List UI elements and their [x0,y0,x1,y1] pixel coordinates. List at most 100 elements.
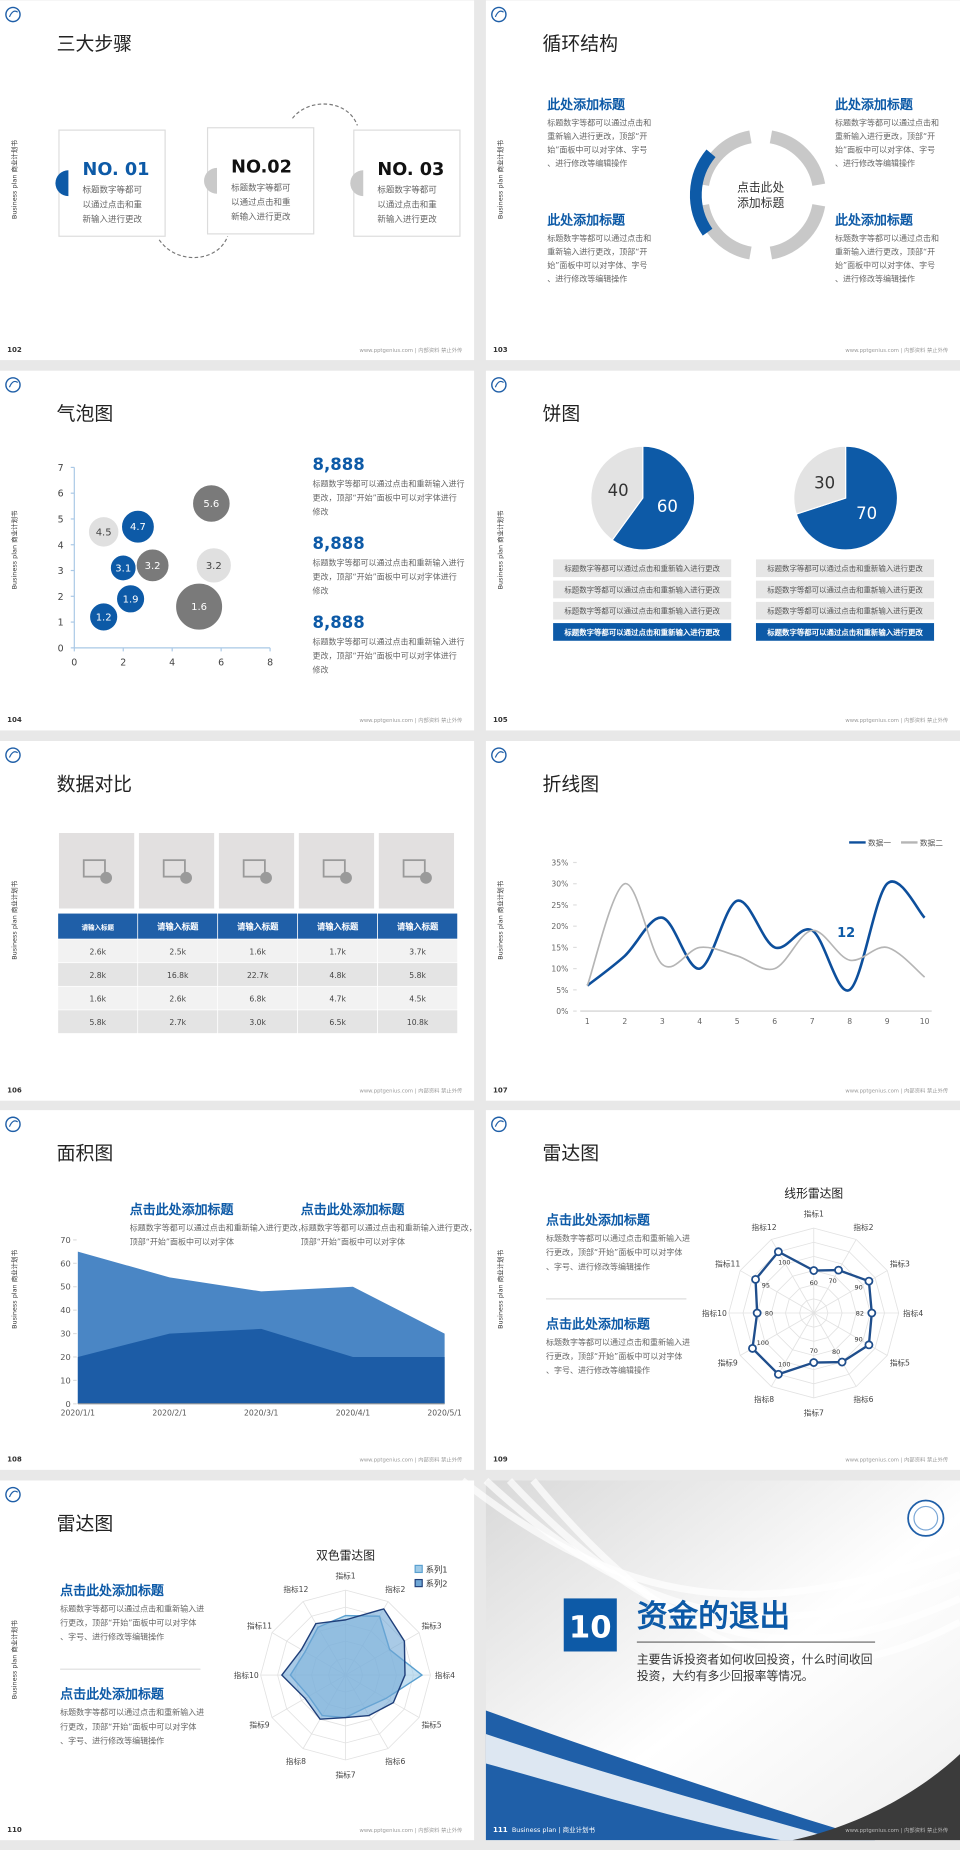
text-line: 、字号、进行修改等编辑操作 [60,1632,164,1642]
x-tick-label: 10 [920,1017,930,1026]
text-line: 标题数字等都可 [83,185,143,196]
value-label: 70 [828,1277,836,1285]
body-text: 标题数字等都可以通过点击和重新输入进行更改， 顶部“开始”面板中可以对字体 [301,1222,477,1246]
page-number: 110 [7,1825,22,1834]
blue-wave [485,1710,876,1841]
footer-note: www.pptgenius.com | 内部资料 禁止外传 [845,1826,948,1834]
item-title: 点击此处添加标题 [301,1202,405,1218]
text-line: 重新输入进行更改，顶部“开 [547,131,647,141]
x-tick-label: 9 [885,1017,890,1026]
category-label: 指标12 [752,1222,777,1232]
cell-text: 3.7k [409,947,426,956]
body-text: 标题数字等都可以通过点击和重新输入进行更改，顶部“开始”面板中可以对字体、字号、… [60,1707,204,1745]
radar-point [834,1265,843,1275]
step-number: NO. 03 [377,160,444,180]
text-line: 标题数字等都可 [231,182,291,193]
slide-bg [485,0,960,361]
y-tick-label: 10% [551,965,568,974]
side-label: Business plan 商业计划书 [495,510,504,589]
x-tick-label: 2020/5/1 [427,1409,462,1418]
bubble-label: 3.2 [206,561,222,572]
image-icon [242,859,266,878]
text-line: 更改，顶部“开始”面板中可以对字体进行 [313,650,457,660]
text-line: 标题数字等都可 [377,185,437,196]
cell-text: 4.8k [329,971,346,980]
table-cell [377,1009,458,1034]
value-label: 95 [762,1282,770,1290]
x-tick-label: 2020/1/1 [61,1409,96,1418]
text-line: 、进行修改等编辑操作 [547,158,627,168]
dark-wave [792,1754,960,1841]
value-label: 90 [855,1335,863,1343]
y-tick-label: 4 [58,540,64,551]
slide: Business plan 商业计划书 109 www.pptgenius.com … [485,1110,960,1470]
x-tick-label: 4 [697,1017,702,1026]
pie-slice [793,445,847,515]
list-text: 标题数字等都可以通过点击和重新输入进行更改 [564,584,720,594]
body-text: 标题数字等都可以通过点击和重新输入进行更改 [377,185,437,225]
annotation: 12 [837,926,855,941]
chart-title: 线形雷达图 [784,1186,843,1200]
category-label: 指标10 [234,1670,259,1680]
category-label: 指标3 [421,1620,441,1630]
cell-text: 22.7k [247,971,269,980]
text-line: 、字号、进行修改等编辑操作 [546,1261,650,1271]
body-text: 标题数字等都可以通过点击和重新输入进行更改，顶部“开始”面板中可以对字体、字号、… [547,117,651,168]
footer-note: www.pptgenius.com | 内部资料 禁止外传 [845,1086,948,1094]
step-tab [350,170,364,197]
step-number: NO. 01 [83,160,150,180]
page-number: 111 [493,1825,508,1834]
y-tick-label: 7 [58,463,64,474]
cell-text: 10.8k [407,1018,429,1027]
logo-mark [8,10,19,18]
slide: Business plan 商业计划书 106 www.pptgenius.com … [0,741,475,1101]
body-text: 标题数字等都可以通过点击和重新输入进行更改，顶部“开始”面板中可以对字体进行修改 [313,557,465,595]
radar-point [864,1276,874,1286]
text-line: 投资，大约有多少回报率等情况。 [637,1669,814,1683]
y-tick-label: 30 [60,1329,71,1339]
logo [491,377,507,393]
slide: Business plan 商业计划书 103 www.pptgenius.com … [485,0,960,361]
text-line: 标题数字等都可以通过点击和重新输入进行更改， [301,1222,477,1232]
text-line: 重新输入进行更改，顶部“开 [547,247,647,257]
cell-text: 4.5k [409,995,426,1004]
y-tick-label: 20% [551,922,568,931]
text-line: 标题数字等都可以通过点击和 [835,117,939,127]
category-label: 指标2 [385,1584,405,1594]
radar-point [837,1357,847,1367]
text-line: 行更改，顶部“开始”面板中可以对字体 [546,1247,682,1257]
image-icon-plus [260,871,272,884]
bubble-label: 4.5 [96,527,112,538]
bubble [191,484,231,523]
y-tick-label: 30% [551,880,568,889]
swoosh [460,1477,960,1598]
item-title: 点击此处添加标题 [546,1316,650,1332]
logo [491,6,507,23]
cell-text: 2.6k [169,995,186,1004]
category-label: 指标3 [890,1258,910,1268]
side-label: Business plan 商业计划书 [10,1249,19,1328]
x-tick-label: 2 [622,1017,627,1026]
x-tick-label: 6 [218,658,224,669]
y-tick-label: 0 [58,643,64,654]
text-line: 重新输入进行更改，顶部“开 [835,247,935,257]
x-tick-label: 8 [267,658,273,669]
legend-label: 系列1 [426,1564,448,1574]
header-text: 请输入标题 [157,922,199,932]
bubble [120,509,156,544]
cell-text: 1.6k [89,995,106,1004]
text-line: 顶部“开始”面板中可以对字体 [130,1237,234,1247]
logo [491,747,507,763]
text-line: 修改 [313,507,329,517]
radar-point [773,1369,783,1379]
category-label: 指标4 [903,1308,923,1318]
item-value: 8,888 [313,455,365,474]
header-cell [217,912,299,940]
cell-text: 5.8k [89,1018,106,1027]
category-label: 指标1 [335,1571,355,1581]
step-tab [55,170,69,197]
list-row [553,580,732,599]
connector [158,236,229,259]
